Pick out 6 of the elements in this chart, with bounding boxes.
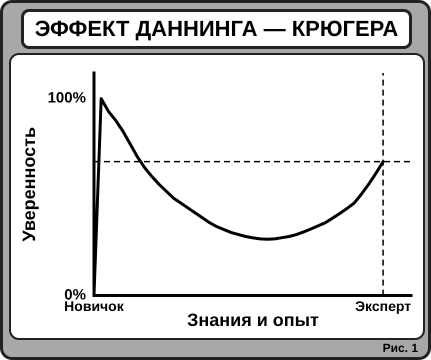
x-tick-label: Эксперт bbox=[355, 298, 412, 314]
x-axis-title: Знания и опыт bbox=[187, 310, 320, 330]
chart-title: ЭФФЕКТ ДАННИНГА — КРЮГЕРА bbox=[21, 9, 412, 49]
y-axis-title: Уверенность bbox=[18, 126, 39, 242]
y-tick-label: 100% bbox=[48, 90, 86, 107]
text: Рис. 1 bbox=[382, 341, 418, 355]
